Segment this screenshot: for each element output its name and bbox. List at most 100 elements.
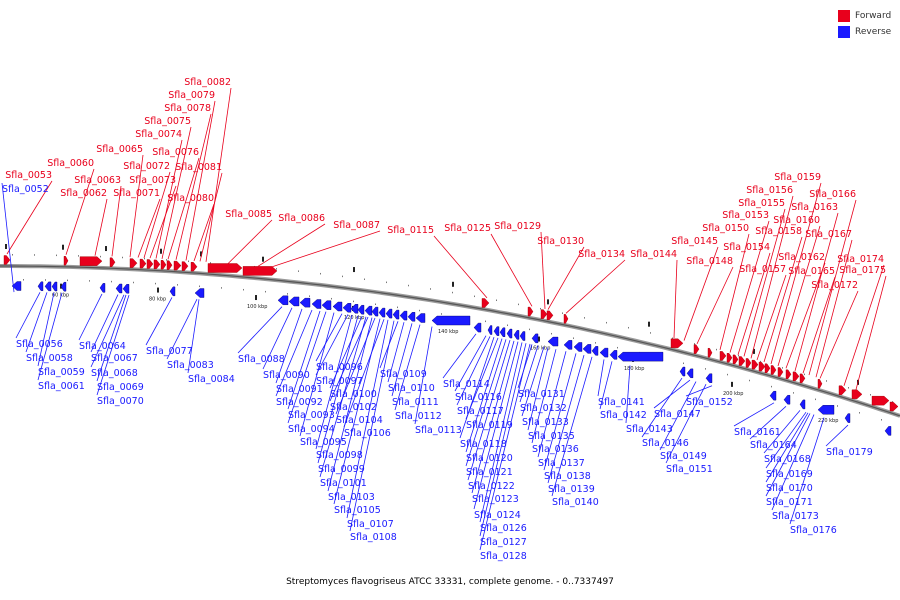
- minor-tick: [320, 272, 321, 275]
- reverse-gene-label: Sfla_0143: [626, 424, 673, 435]
- reverse-gene-label: Sfla_0090: [263, 370, 310, 381]
- forward-gene-label: Sfla_0154: [723, 242, 770, 253]
- minor-tick: [507, 324, 508, 327]
- reverse-gene-arrow: [769, 390, 777, 401]
- reverse-gene-arrow: [11, 281, 22, 291]
- reverse-leader-line: [335, 317, 376, 415]
- legend-forward-swatch: [838, 10, 850, 22]
- minor-tick: [45, 279, 46, 281]
- reverse-gene-arrow: [407, 312, 416, 322]
- reverse-gene-label: Sfla_0168: [764, 454, 811, 465]
- reverse-gene-label: Sfla_0139: [548, 484, 595, 495]
- forward-gene-label: Sfla_0156: [746, 185, 793, 196]
- reverse-leader-line: [527, 347, 549, 431]
- forward-gene-label: Sfla_0125: [444, 223, 491, 234]
- legend-reverse-label: Reverse: [855, 27, 892, 37]
- reverse-gene-label: Sfla_0114: [443, 379, 490, 390]
- reverse-gene-arrow: [115, 283, 123, 294]
- reverse-gene-label: Sfla_0068: [91, 368, 138, 379]
- reverse-leader-line: [641, 377, 683, 438]
- forward-gene-arrow: [166, 260, 173, 270]
- minor-tick: [727, 373, 728, 376]
- reverse-leader-line: [454, 335, 487, 392]
- reverse-leader-line: [275, 309, 313, 397]
- reverse-gene-label: Sfla_0173: [772, 511, 819, 522]
- reverse-gene-label: Sfla_0111: [392, 397, 439, 408]
- forward-gene-arrow: [109, 257, 116, 267]
- scale-tick-top: [262, 256, 264, 262]
- reverse-gene-arrow: [705, 373, 713, 383]
- reverse-gene-label: Sfla_0128: [480, 551, 527, 562]
- reverse-gene-label: Sfla_0164: [750, 440, 797, 451]
- reverse-leader-line: [467, 340, 511, 481]
- scale-tick-top: [200, 251, 202, 257]
- reverse-gene-label: Sfla_0123: [472, 494, 519, 505]
- minor-tick: [309, 295, 310, 297]
- reverse-gene-arrow: [573, 342, 583, 352]
- forward-leader-line: [729, 220, 770, 353]
- forward-leader-line: [683, 246, 719, 341]
- scale-tick-top: [547, 299, 549, 305]
- reverse-gene-label: Sfla_0120: [466, 453, 513, 464]
- forward-leader-line: [205, 87, 232, 262]
- reverse-gene-label: Sfla_0097: [316, 376, 363, 387]
- reverse-gene-arrow: [399, 310, 408, 321]
- reverse-gene-arrow: [60, 281, 67, 292]
- minor-tick: [716, 348, 717, 351]
- reverse-gene-label: Sfla_0135: [528, 431, 575, 442]
- reverse-gene-label: Sfla_0084: [188, 374, 235, 385]
- reverse-gene-label: Sfla_0052: [2, 184, 49, 195]
- reverse-leader-line: [653, 379, 691, 409]
- reverse-leader-line: [531, 349, 557, 444]
- forward-leader-line: [540, 231, 546, 309]
- forward-gene-arrow: [481, 298, 490, 308]
- forward-gene-arrow: [540, 309, 548, 319]
- reverse-gene-arrow: [99, 283, 106, 293]
- minor-tick: [749, 379, 750, 382]
- reverse-leader-line: [262, 307, 293, 370]
- reverse-leader-line: [90, 294, 125, 368]
- forward-gene-label: Sfla_0075: [144, 116, 191, 127]
- minor-tick: [529, 328, 530, 331]
- forward-gene-label: Sfla_0165: [788, 266, 835, 277]
- reverse-gene-arrow: [51, 281, 58, 292]
- scale-tick-top: [452, 281, 454, 287]
- reverse-leader-line: [237, 306, 283, 354]
- reverse-gene-label: Sfla_0070: [97, 396, 144, 407]
- reverse-leader-line: [543, 353, 577, 471]
- reverse-gene-arrow: [385, 308, 393, 319]
- reverse-leader-line: [771, 414, 815, 511]
- reverse-gene-arrow: [506, 328, 513, 339]
- reverse-gene-arrow: [686, 368, 694, 379]
- forward-leader-line: [143, 171, 171, 258]
- forward-gene-arrow: [173, 260, 182, 271]
- forward-gene-label: Sfla_0153: [722, 210, 769, 221]
- scale-tick-top: [5, 244, 7, 250]
- forward-gene-label: Sfla_0081: [175, 162, 222, 173]
- minor-tick: [804, 373, 805, 376]
- reverse-leader-line: [391, 323, 413, 397]
- reverse-leader-line: [537, 351, 567, 458]
- forward-gene-label: Sfla_0160: [773, 215, 820, 226]
- genome-backbone-core: [0, 265, 900, 417]
- reverse-leader-line: [765, 413, 811, 497]
- reverse-leader-line: [187, 299, 200, 374]
- reverse-leader-line: [315, 314, 353, 450]
- reverse-gene-label: Sfla_0146: [642, 438, 689, 449]
- forward-gene-label: Sfla_0162: [778, 252, 825, 263]
- scale-tick-bottom: [731, 381, 733, 387]
- forward-gene-arrow: [160, 260, 167, 270]
- reverse-gene-label: Sfla_0131: [518, 389, 565, 400]
- minor-tick: [705, 368, 706, 370]
- reverse-gene-label: Sfla_0118: [460, 439, 507, 450]
- forward-leader-line: [819, 290, 859, 379]
- reverse-leader-line: [166, 299, 198, 360]
- forward-gene-arrow: [785, 369, 792, 379]
- forward-gene-arrow: [3, 255, 11, 265]
- reverse-gene-label: Sfla_0127: [480, 537, 527, 548]
- reverse-gene-label: Sfla_0151: [666, 464, 713, 475]
- forward-gene-label: Sfla_0072: [123, 161, 170, 172]
- minor-tick: [870, 394, 871, 396]
- reverse-gene-arrow: [332, 301, 343, 312]
